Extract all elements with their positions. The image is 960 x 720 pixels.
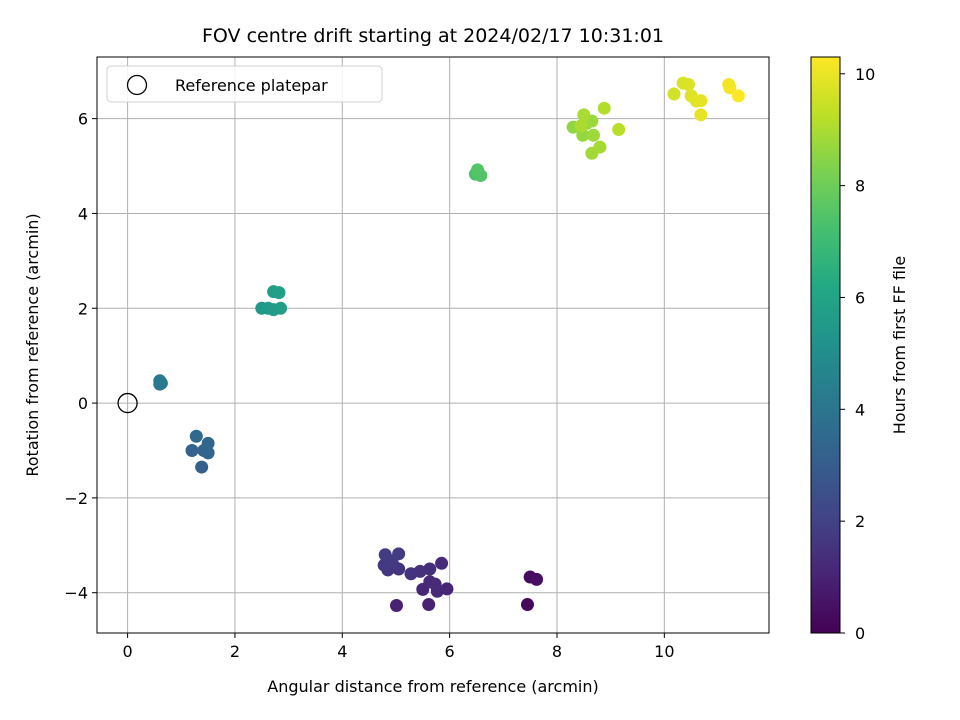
data-point [272,286,286,300]
y-tick-label: −2 [64,489,88,508]
data-point [274,301,288,315]
data-point [440,582,454,596]
data-point [681,77,695,91]
y-ticks: −4 −2 0 2 4 6 [64,110,97,603]
data-point [189,429,203,443]
y-tick-label: 2 [78,299,88,318]
data-point [593,140,607,154]
y-tick-label: 4 [78,204,88,223]
y-tick-label: 6 [78,110,88,129]
y-tick-label: 0 [78,394,88,413]
data-point [667,87,681,101]
data-point [530,572,544,586]
colorbar-tick-label: 0 [855,624,865,643]
x-axis-label: Angular distance from reference (arcmin) [267,677,598,696]
colorbar-ticks: 0 2 4 6 8 10 [840,65,875,643]
x-tick-label: 6 [445,642,455,661]
data-point [195,460,209,474]
data-point [471,163,485,177]
grid [97,57,769,633]
y-axis-label: Rotation from reference (arcmin) [23,213,42,476]
data-point [586,128,600,142]
data-point [153,374,167,388]
data-point [574,119,588,133]
data-point [694,94,708,108]
reference-platepar-marker [117,392,138,414]
data-point [428,577,442,591]
x-tick-label: 8 [552,642,562,661]
data-point [612,123,626,137]
data-point [201,446,215,460]
data-point [392,547,406,561]
reference-marker-group [117,392,138,414]
x-tick-label: 0 [123,642,133,661]
legend: Reference platepar [106,65,383,103]
colorbar-tick-label: 2 [855,512,865,531]
colorbar-tick-label: 4 [855,400,865,419]
data-points [153,76,745,613]
data-point [723,81,737,95]
data-point [694,108,708,122]
data-point [731,89,745,103]
legend-marker-open-circle [126,74,148,96]
x-tick-label: 4 [337,642,347,661]
colorbar [810,56,841,634]
data-point [201,436,215,450]
data-point [577,108,591,122]
x-tick-label: 10 [654,642,674,661]
colorbar-tick-label: 10 [855,65,875,84]
legend-label-reference-platepar: Reference platepar [175,76,328,95]
data-point [404,567,418,581]
data-point [185,443,199,457]
chart-title: FOV centre drift starting at 2024/02/17 … [202,25,664,47]
data-point [390,599,404,613]
x-tick-label: 2 [230,642,240,661]
data-point [378,548,392,562]
colorbar-tick-label: 6 [855,288,865,307]
data-point [597,101,611,115]
colorbar-label: Hours from first FF file [890,256,909,435]
x-ticks: 0 2 4 6 8 10 [123,633,675,661]
data-point [435,556,449,570]
data-point [422,598,436,612]
legend-box [106,65,383,103]
data-point [520,598,534,612]
plot-frame [96,56,770,634]
colorbar-gradient [810,56,841,634]
colorbar-tick-label: 8 [855,177,865,196]
y-tick-label: −4 [64,584,88,603]
